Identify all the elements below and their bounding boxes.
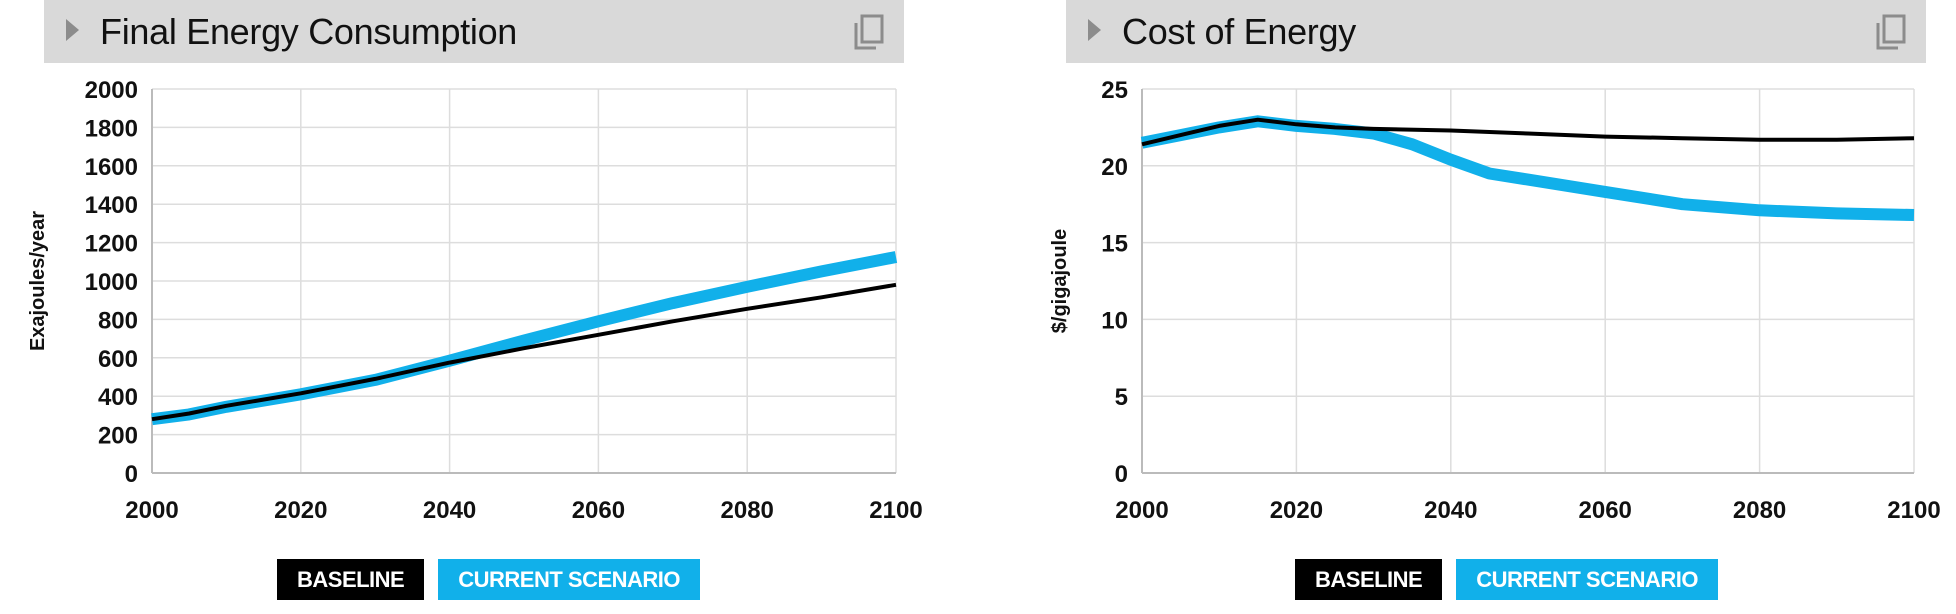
x-tick-label: 2040	[423, 497, 476, 524]
panel-header[interactable]: Final Energy Consumption	[44, 0, 904, 63]
x-tick-label: 2020	[1270, 497, 1323, 524]
y-tick-label: 2000	[85, 77, 138, 104]
y-tick-label: 1600	[85, 154, 138, 181]
panel-title: Final Energy Consumption	[100, 11, 518, 52]
panel-header[interactable]: Cost of Energy	[1066, 0, 1926, 63]
y-tick-label: 200	[98, 423, 138, 450]
copy-icon[interactable]	[852, 14, 886, 50]
y-tick-label: 0	[1115, 461, 1128, 488]
chart-legend: BASELINE CURRENT SCENARIO	[277, 559, 701, 600]
y-tick-label: 1200	[85, 231, 138, 258]
chart-legend: BASELINE CURRENT SCENARIO	[1295, 559, 1719, 600]
y-tick-label: 1400	[85, 192, 138, 219]
x-tick-label: 2080	[1733, 497, 1786, 524]
y-tick-label: 25	[1101, 77, 1128, 104]
panel-title: Cost of Energy	[1122, 11, 1356, 52]
y-tick-label: 0	[125, 461, 138, 488]
final-energy-panel: Final Energy Consumption 0 200 400 600 800 10…	[27, 0, 923, 614]
x-tick-label: 2020	[274, 497, 327, 524]
x-tick-label: 2100	[1887, 497, 1940, 524]
caret-right-icon[interactable]	[1088, 19, 1101, 41]
legend-baseline[interactable]: BASELINE	[1295, 559, 1443, 600]
caret-right-icon[interactable]	[66, 19, 79, 41]
y-tick-label: 5	[1115, 384, 1128, 411]
y-tick-label: 400	[98, 384, 138, 411]
x-tick-label: 2080	[721, 497, 774, 524]
x-tick-label: 2040	[1424, 497, 1477, 524]
baseline-series-line	[1141, 117, 1915, 147]
y-tick-label: 20	[1101, 154, 1128, 181]
y-tick-label: 800	[98, 307, 138, 334]
legend-current-scenario[interactable]: CURRENT SCENARIO	[1456, 559, 1719, 600]
baseline-series-line	[151, 282, 897, 422]
x-tick-label: 2000	[125, 497, 178, 524]
y-axis-title: $/gigajoule	[1049, 229, 1071, 333]
x-tick-label: 2060	[1579, 497, 1632, 524]
x-tick-label: 2100	[869, 497, 922, 524]
y-tick-label: 1000	[85, 269, 138, 296]
y-axis-title: Exajoules/year	[27, 211, 49, 351]
y-tick-label: 10	[1101, 307, 1128, 334]
legend-current-scenario[interactable]: CURRENT SCENARIO	[438, 559, 701, 600]
y-tick-label: 15	[1101, 231, 1128, 258]
cost-of-energy-chart: 0 5 10 15 20 25 2000 2020 2040 2060 2080 2100 $/giga…	[1049, 77, 1941, 524]
y-tick-label: 1800	[85, 115, 138, 142]
cost-of-energy-panel: Cost of Energy 0 5 10 15 20 25 2000 2020 2040 206…	[1049, 0, 1941, 614]
energy-consumption-chart: 0 200 400 600 800 1000 1200 1400 1600 1800 2000 200…	[27, 77, 923, 524]
x-tick-label: 2000	[1115, 497, 1168, 524]
y-tick-label: 600	[98, 346, 138, 373]
x-tick-label: 2060	[572, 497, 625, 524]
copy-icon[interactable]	[1874, 14, 1908, 50]
legend-baseline[interactable]: BASELINE	[277, 559, 425, 600]
